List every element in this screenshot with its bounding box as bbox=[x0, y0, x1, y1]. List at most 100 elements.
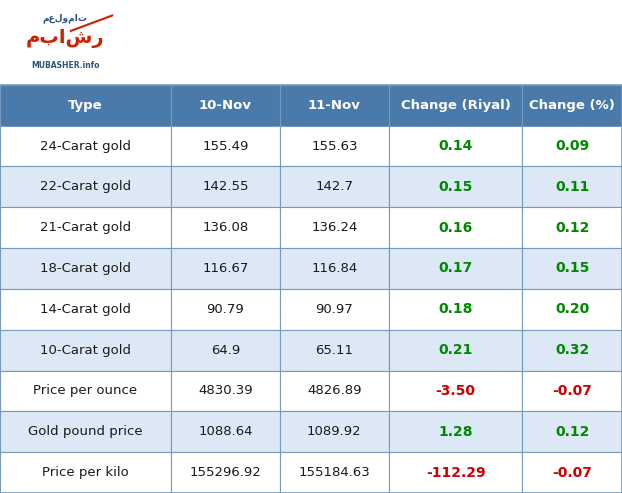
Bar bbox=[171, 330, 280, 371]
Bar bbox=[280, 248, 389, 289]
Bar bbox=[280, 330, 389, 371]
Bar bbox=[171, 289, 280, 330]
Bar bbox=[171, 411, 280, 452]
FancyBboxPatch shape bbox=[3, 1, 127, 84]
Text: 136.08: 136.08 bbox=[202, 221, 249, 234]
Text: Average gold prices in Saudi Arabia: Average gold prices in Saudi Arabia bbox=[171, 33, 563, 52]
Bar bbox=[280, 452, 389, 493]
Bar bbox=[0, 411, 171, 452]
Bar bbox=[0, 452, 171, 493]
Text: 0.09: 0.09 bbox=[555, 139, 589, 153]
Bar bbox=[0, 167, 171, 207]
Text: 4826.89: 4826.89 bbox=[307, 385, 361, 397]
Bar bbox=[389, 85, 522, 126]
Text: 0.32: 0.32 bbox=[555, 343, 590, 357]
Bar bbox=[280, 289, 389, 330]
Text: 155.63: 155.63 bbox=[311, 140, 358, 152]
Text: Price per ounce: Price per ounce bbox=[34, 385, 137, 397]
Text: 0.17: 0.17 bbox=[439, 261, 473, 276]
Text: 0.18: 0.18 bbox=[439, 302, 473, 317]
Text: 10-Nov: 10-Nov bbox=[199, 99, 252, 112]
Text: Change (%): Change (%) bbox=[529, 99, 615, 112]
Bar bbox=[522, 207, 622, 248]
Text: 142.7: 142.7 bbox=[315, 180, 353, 193]
Bar bbox=[0, 330, 171, 371]
Text: -112.29: -112.29 bbox=[426, 465, 485, 480]
Bar bbox=[171, 371, 280, 411]
Bar bbox=[389, 248, 522, 289]
Text: 18-Carat gold: 18-Carat gold bbox=[40, 262, 131, 275]
Bar bbox=[522, 167, 622, 207]
Bar bbox=[0, 85, 171, 126]
Text: 11-Nov: 11-Nov bbox=[308, 99, 361, 112]
Bar bbox=[171, 85, 280, 126]
Text: 65.11: 65.11 bbox=[315, 344, 353, 356]
Text: 0.14: 0.14 bbox=[439, 139, 473, 153]
Text: 0.20: 0.20 bbox=[555, 302, 590, 317]
Text: MUBASHER.info: MUBASHER.info bbox=[30, 61, 100, 70]
Bar bbox=[280, 371, 389, 411]
Bar bbox=[280, 167, 389, 207]
Text: مباشر: مباشر bbox=[26, 29, 104, 48]
Text: 155.49: 155.49 bbox=[202, 140, 249, 152]
Text: 136.24: 136.24 bbox=[311, 221, 358, 234]
Text: -0.07: -0.07 bbox=[552, 384, 592, 398]
Bar bbox=[171, 248, 280, 289]
Bar bbox=[522, 248, 622, 289]
Text: Change (Riyal): Change (Riyal) bbox=[401, 99, 511, 112]
Bar bbox=[280, 126, 389, 167]
Bar bbox=[389, 289, 522, 330]
Bar bbox=[522, 126, 622, 167]
Text: -0.07: -0.07 bbox=[552, 465, 592, 480]
Bar bbox=[522, 371, 622, 411]
Text: 64.9: 64.9 bbox=[211, 344, 240, 356]
Bar bbox=[389, 371, 522, 411]
Bar bbox=[389, 411, 522, 452]
Text: 90.79: 90.79 bbox=[207, 303, 244, 316]
Bar bbox=[171, 126, 280, 167]
Text: 0.15: 0.15 bbox=[439, 180, 473, 194]
Text: معلومات: معلومات bbox=[42, 13, 88, 23]
Text: 10-Carat gold: 10-Carat gold bbox=[40, 344, 131, 356]
Text: Price per kilo: Price per kilo bbox=[42, 466, 129, 479]
Text: 22-Carat gold: 22-Carat gold bbox=[40, 180, 131, 193]
Text: 0.16: 0.16 bbox=[439, 221, 473, 235]
Bar bbox=[522, 289, 622, 330]
Text: 0.15: 0.15 bbox=[555, 261, 590, 276]
Text: 24-Carat gold: 24-Carat gold bbox=[40, 140, 131, 152]
Bar bbox=[171, 207, 280, 248]
Text: 0.21: 0.21 bbox=[439, 343, 473, 357]
Bar bbox=[0, 126, 171, 167]
Text: -3.50: -3.50 bbox=[435, 384, 476, 398]
Text: 0.12: 0.12 bbox=[555, 425, 590, 439]
Text: 116.67: 116.67 bbox=[202, 262, 249, 275]
Bar bbox=[389, 330, 522, 371]
Text: 1089.92: 1089.92 bbox=[307, 425, 361, 438]
Text: 116.84: 116.84 bbox=[311, 262, 358, 275]
Bar bbox=[389, 207, 522, 248]
Text: 4830.39: 4830.39 bbox=[198, 385, 253, 397]
Text: 142.55: 142.55 bbox=[202, 180, 249, 193]
Bar bbox=[280, 85, 389, 126]
Text: Gold pound price: Gold pound price bbox=[28, 425, 143, 438]
Text: 14-Carat gold: 14-Carat gold bbox=[40, 303, 131, 316]
Text: Type: Type bbox=[68, 99, 103, 112]
Text: 155296.92: 155296.92 bbox=[190, 466, 261, 479]
Text: 0.12: 0.12 bbox=[555, 221, 590, 235]
Bar bbox=[280, 411, 389, 452]
Bar bbox=[522, 85, 622, 126]
Bar bbox=[171, 167, 280, 207]
Bar bbox=[0, 207, 171, 248]
Bar bbox=[0, 371, 171, 411]
Bar bbox=[280, 207, 389, 248]
Bar bbox=[0, 248, 171, 289]
Text: 21-Carat gold: 21-Carat gold bbox=[40, 221, 131, 234]
Bar bbox=[389, 452, 522, 493]
Bar bbox=[171, 452, 280, 493]
Text: 1088.64: 1088.64 bbox=[198, 425, 253, 438]
Text: 90.97: 90.97 bbox=[315, 303, 353, 316]
Bar bbox=[522, 452, 622, 493]
Bar bbox=[0, 289, 171, 330]
Text: 0.11: 0.11 bbox=[555, 180, 590, 194]
Text: 155184.63: 155184.63 bbox=[299, 466, 370, 479]
